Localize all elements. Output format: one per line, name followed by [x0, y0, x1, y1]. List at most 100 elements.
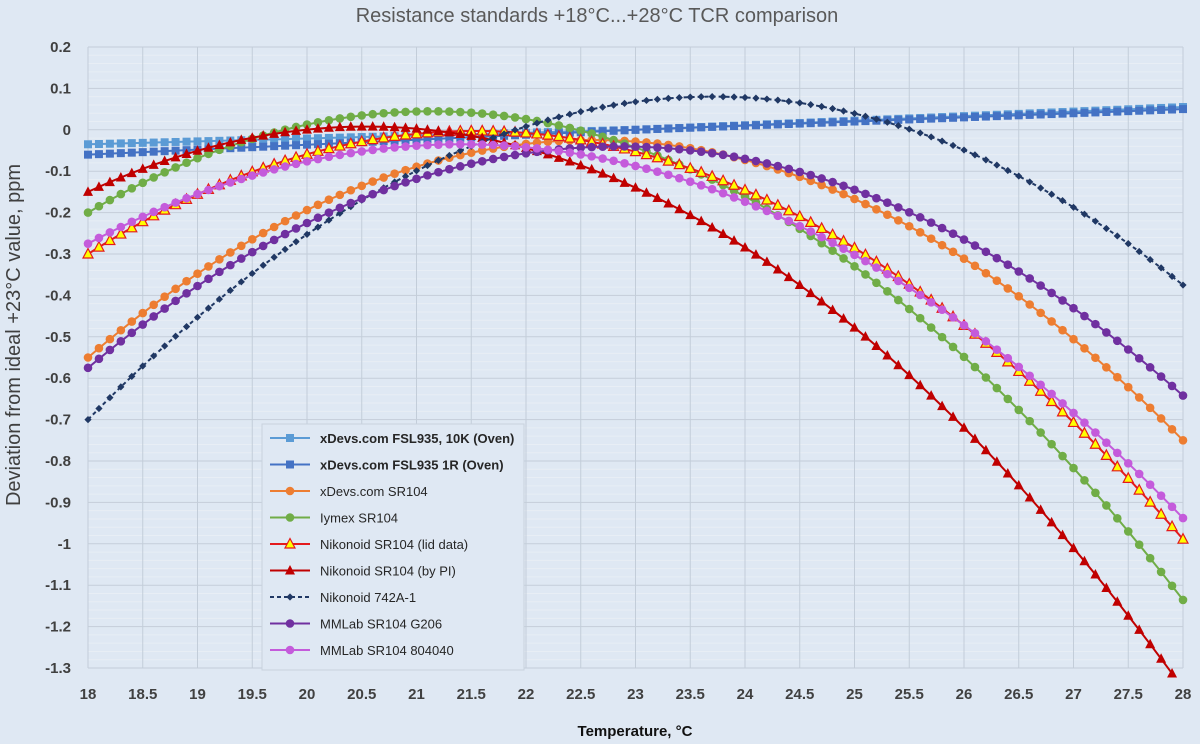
data-point [355, 134, 368, 147]
data-point [1145, 553, 1155, 563]
x-tick-label: 21 [408, 686, 425, 703]
data-point [894, 115, 903, 124]
data-point [127, 328, 137, 338]
data-point [1167, 381, 1177, 391]
data-point [796, 99, 804, 107]
data-point [138, 148, 147, 157]
data-point [357, 147, 367, 156]
data-point [850, 250, 859, 260]
data-point [533, 119, 541, 127]
data-point [1023, 374, 1036, 386]
data-point [128, 372, 136, 380]
data-point [455, 128, 466, 139]
data-point [367, 121, 378, 131]
data-point [949, 113, 958, 122]
data-point [270, 253, 278, 261]
data-point [172, 332, 180, 340]
data-point [565, 148, 575, 157]
data-point [412, 135, 421, 144]
legend-label: xDevs.com FSL935, 10K (Oven) [320, 431, 514, 446]
data-point [1069, 334, 1078, 344]
data-point [226, 260, 235, 270]
data-point [697, 123, 706, 132]
data-point [829, 105, 837, 113]
data-point [960, 113, 968, 122]
data-point [1058, 109, 1067, 118]
data-point [861, 117, 870, 126]
data-point [377, 131, 390, 143]
data-point [270, 135, 279, 144]
data-point [346, 198, 356, 208]
data-point [237, 241, 246, 251]
data-point [839, 189, 848, 199]
data-point [410, 127, 423, 139]
data-point [850, 109, 859, 118]
data-point [379, 108, 388, 118]
data-point [872, 263, 881, 272]
data-point [1124, 107, 1133, 116]
data-point [303, 230, 311, 238]
data-point [697, 93, 705, 101]
data-point [1113, 107, 1122, 116]
data-point [741, 93, 749, 102]
data-point [993, 161, 1001, 169]
data-point [313, 118, 323, 127]
data-point [530, 127, 543, 139]
data-point [193, 281, 202, 291]
data-point [368, 145, 378, 155]
data-point [314, 223, 322, 231]
data-point [149, 207, 158, 217]
data-point [313, 140, 322, 149]
data-point [1026, 178, 1034, 186]
data-point [817, 118, 826, 127]
data-point [160, 304, 169, 313]
data-point [926, 234, 936, 243]
data-point [247, 247, 257, 257]
data-point [959, 254, 969, 264]
data-point [1157, 105, 1166, 114]
data-point [333, 139, 346, 151]
data-point [1036, 110, 1045, 119]
data-point [553, 152, 564, 162]
data-point [138, 212, 148, 222]
data-point [499, 141, 509, 150]
data-point [905, 115, 914, 124]
data-point [1102, 224, 1110, 233]
x-tick-label: 27 [1065, 686, 1082, 703]
data-point [980, 444, 991, 455]
data-point [839, 181, 848, 191]
data-point [1058, 296, 1067, 305]
legend-swatch-marker [284, 537, 296, 549]
data-point [445, 151, 453, 160]
data-point [248, 269, 256, 278]
data-point [379, 173, 388, 182]
data-point [456, 147, 464, 155]
legend: xDevs.com FSL935, 10K (Oven) xDevs.com FS… [261, 423, 525, 671]
data-point [555, 113, 563, 121]
data-point [182, 193, 191, 203]
data-point [390, 108, 399, 117]
data-point [1102, 328, 1111, 337]
data-point [204, 137, 213, 146]
x-tick-label: 26 [956, 686, 973, 703]
data-point [312, 123, 323, 133]
data-point [883, 269, 892, 279]
x-tick-label: 24.5 [785, 686, 814, 703]
data-point [686, 93, 694, 101]
data-point [127, 184, 137, 193]
data-point [237, 254, 246, 263]
data-point [160, 202, 169, 212]
data-point [215, 267, 224, 277]
data-point [521, 149, 531, 158]
data-point [850, 185, 859, 195]
data-point [401, 165, 410, 175]
data-point [784, 164, 794, 174]
x-tick-label: 19 [189, 686, 206, 703]
y-axis-title: Deviation from ideal +23°C value, ppm [3, 164, 25, 506]
data-point [894, 122, 902, 130]
data-point [828, 177, 837, 187]
data-point [1167, 581, 1177, 591]
data-point [1036, 308, 1045, 318]
data-point [138, 308, 148, 318]
data-point [653, 124, 662, 133]
